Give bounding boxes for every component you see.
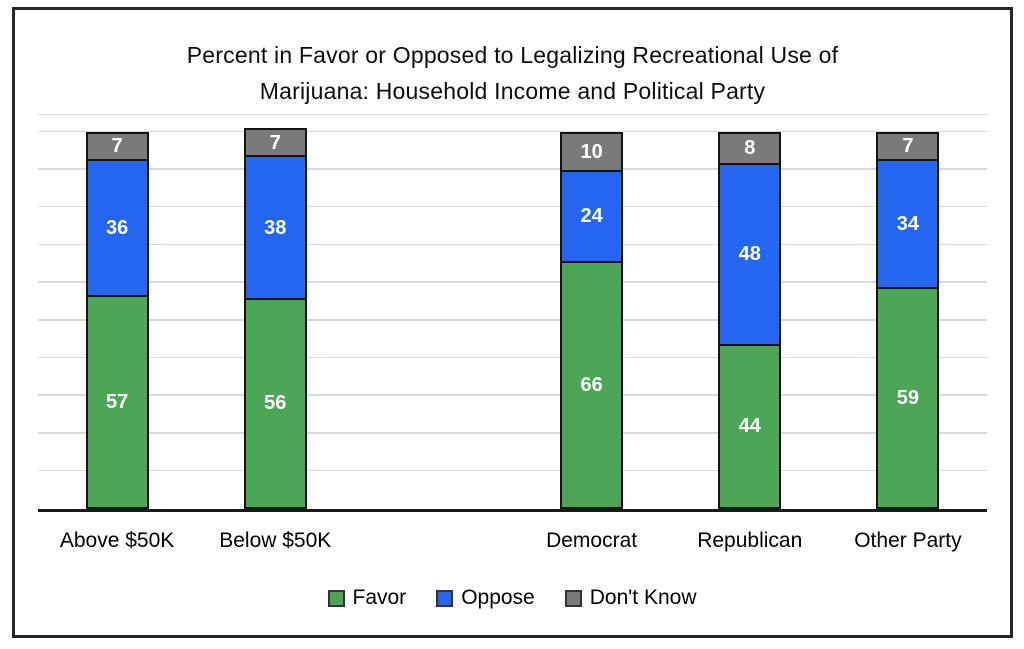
bar-segment: 59 (876, 286, 940, 509)
bar-segment: 34 (876, 158, 940, 290)
bar-segment: 66 (560, 260, 624, 509)
bar-value-label: 48 (738, 242, 761, 265)
legend-item: Don't Know (564, 586, 697, 610)
bar-segment: 10 (560, 132, 624, 173)
bar-value-label: 36 (105, 216, 129, 239)
gridline (38, 356, 987, 359)
bar-segment: 24 (560, 169, 624, 263)
x-axis-label: Democrat (546, 529, 638, 552)
chart-figure-border: Percent in Favor or Opposed to Legalizin… (12, 7, 1013, 638)
legend: Favor Oppose Don't Know (0, 586, 1024, 610)
bar-value-label: 66 (580, 373, 603, 396)
legend-swatch (327, 589, 345, 607)
bar-segment: 56 (243, 297, 307, 509)
bar-value-label: 38 (264, 216, 287, 239)
legend-label: Favor (352, 586, 407, 609)
chart-title-line1: Percent in Favor or Opposed to Legalizin… (186, 42, 839, 68)
legend-label: Oppose (461, 586, 535, 609)
bar-segment: 38 (243, 154, 307, 301)
gridline (38, 130, 987, 132)
gridline (38, 319, 987, 321)
bar-value-label: 7 (269, 131, 281, 154)
gridline (38, 394, 987, 396)
x-axis-label: Below $50K (219, 529, 332, 552)
bar-segment: 36 (85, 158, 149, 297)
x-axis-labels: Above $50K Below $50K Democrat Republican Ot… (38, 529, 987, 557)
gridline (38, 281, 987, 283)
bar-value-label: 7 (902, 135, 914, 158)
x-axis-label: Other Party (854, 529, 962, 552)
chart-title: Percent in Favor or Opposed to Legalizin… (15, 37, 1010, 109)
bar-value-label: 7 (111, 135, 123, 158)
bar-segment: 48 (718, 162, 782, 346)
bar-segment: 7 (876, 132, 940, 161)
legend-item: Oppose (436, 586, 535, 610)
legend-label: Don't Know (589, 586, 697, 609)
bar-segment: 44 (718, 343, 782, 509)
x-axis-label: Above $50K (59, 529, 175, 552)
x-axis-label: Republican (697, 529, 803, 552)
bar-segment: 7 (243, 128, 307, 158)
bar-value-label: 8 (744, 137, 756, 160)
bar-value-label: 57 (105, 390, 129, 413)
bar-segment: 7 (85, 132, 149, 161)
bar-value-label: 10 (580, 141, 603, 164)
bar-value-label: 44 (738, 415, 761, 438)
gridline (38, 168, 987, 170)
legend-swatch (564, 589, 582, 607)
legend-swatch (436, 589, 454, 607)
chart-title-line2: Marijuana: Household Income and Politica… (259, 78, 766, 104)
plot-area: 57 36 7 56 38 7 66 24 10 44 48 8 59 34 7 (38, 114, 987, 512)
bar-segment: 8 (718, 132, 782, 165)
legend-item: Favor (327, 586, 407, 610)
gridline (38, 205, 987, 208)
bar-value-label: 59 (896, 386, 920, 409)
gridline (38, 432, 987, 434)
gridline (38, 243, 987, 246)
bar-value-label: 56 (264, 392, 287, 415)
bar-value-label: 24 (580, 205, 603, 228)
bar-value-label: 34 (896, 212, 920, 235)
gridline (38, 469, 987, 472)
bar-segment: 57 (85, 294, 149, 509)
